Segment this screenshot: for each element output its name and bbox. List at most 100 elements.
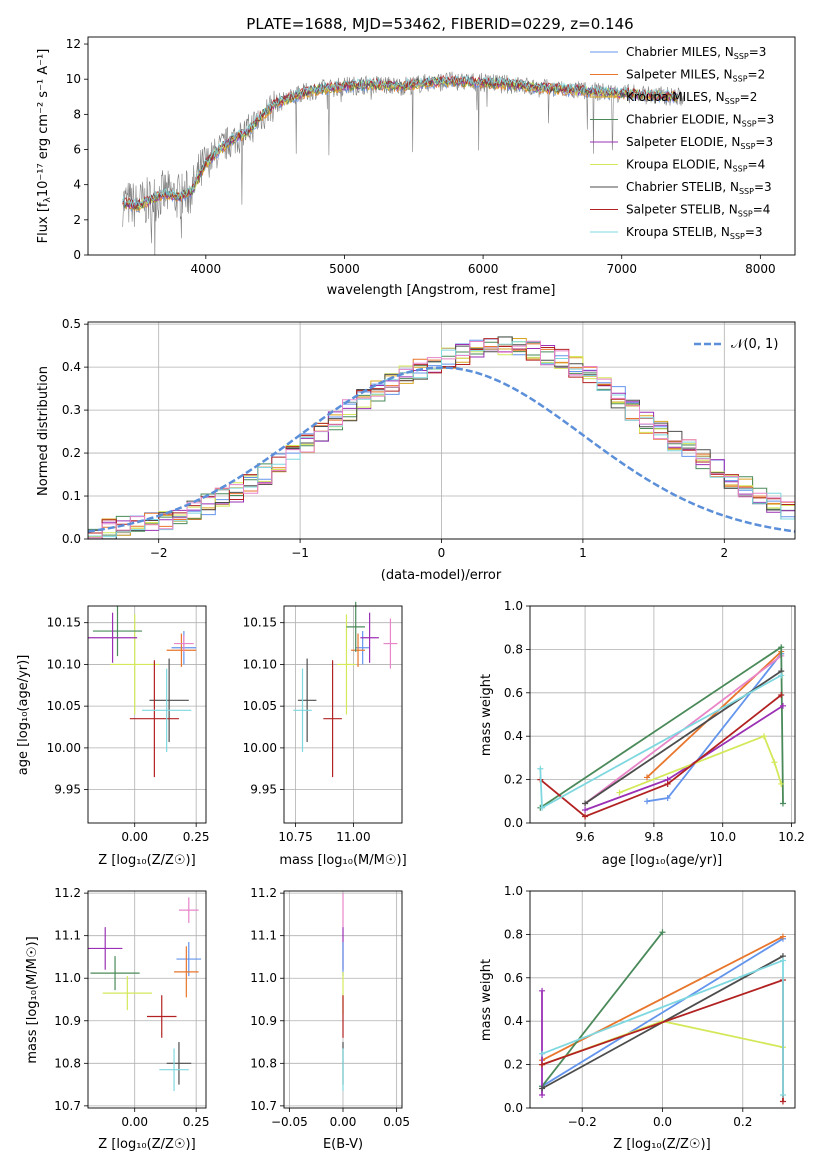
y-tick-label: 0.5 [62, 317, 81, 331]
y-tick-label: 0.2 [504, 1058, 523, 1072]
residuals-panel: −2 −1 0 1 2 0.0 0.1 0.2 0.3 0.4 0.5 (data-model)/e… [36, 317, 796, 583]
age-vs-mass-panel: 10.75 11.00 9.95 10.00 10.05 10.10 10.15 mass … [243, 601, 407, 868]
y-tick-label: 10.05 [243, 699, 277, 713]
mass-vs-ebv-panel: −0.05 0.00 0.05 10.7 10.8 10.9 11.0 11.1 11.2 E(… [250, 886, 410, 1152]
x-tick-label: 0.00 [330, 1115, 357, 1129]
age-vs-Z-ylabel: age [log₁₀(age/yr)] [16, 655, 31, 776]
mass-weight-marker-kroupa_stelib [779, 957, 786, 964]
y-tick-label: 11.0 [54, 971, 81, 985]
mass-vs-Z-panel: 0.00 0.25 10.7 10.8 10.9 11.0 11.1 11.2 Z [log₁… [25, 886, 210, 1152]
y-tick-label: 11.2 [54, 886, 81, 900]
normal-distribution-curve [87, 366, 796, 533]
legend-label-salpeter_stelib: Salpeter STELIB, NSSP=4 [626, 203, 770, 219]
y-tick-label: 9.95 [54, 783, 81, 797]
mass-weight-line-chabrier_elodie [539, 645, 784, 809]
mass-weight-marker-salpeter_elodie [539, 987, 546, 994]
residuals-legend: 𝒩(0, 1) [694, 337, 778, 352]
y-tick-label: 0.8 [504, 642, 523, 656]
model-spectrum-kroupa_stelib [122, 75, 678, 208]
x-tick-label: 7000 [606, 262, 637, 276]
mass-weight-marker-kroupa_stelib [779, 1091, 786, 1098]
mass-weight-line-kroupa_stelib [539, 674, 782, 810]
y-tick-label: 0.6 [504, 686, 523, 700]
mass-weight-marker-salpeter_stelib [582, 813, 589, 820]
legend-label-kroupa_miles: Kroupa MILES, NSSP=2 [626, 90, 757, 106]
y-tick-label: 0.0 [62, 532, 81, 546]
y-tick-label: 1.0 [504, 884, 523, 898]
x-tick-label: 0.25 [183, 830, 210, 844]
mass-weight-marker-salpeter_stelib [664, 780, 671, 787]
y-tick-label: 0.2 [62, 446, 81, 460]
x-tick-label: 0.05 [383, 1115, 410, 1129]
mass-weight-marker-kroupa_stelib [537, 765, 544, 772]
mass-weight-marker-chabrier_stelib [582, 800, 589, 807]
x-tick-label: 10.75 [278, 830, 312, 844]
x-tick-label: 9.6 [576, 830, 595, 844]
x-tick-label: −0.2 [568, 1115, 597, 1129]
legend-label-kroupa_elodie: Kroupa ELODIE, NSSP=4 [626, 158, 765, 174]
x-tick-label: −2 [150, 546, 168, 560]
y-tick-label: 0.0 [504, 816, 523, 830]
y-tick-label: 10.00 [47, 741, 81, 755]
mass-weight-marker-salpeter_elodie [779, 702, 786, 709]
mass-weight-line-chabrier_elodie [541, 931, 664, 1087]
mass-weight-marker-salpeter_elodie [582, 806, 589, 813]
mass-weight-marker-kroupa_elodie [761, 733, 768, 740]
residuals-ylabel: Normed distribution [36, 366, 51, 496]
mass-weight-marker-salpeter_stelib [539, 1061, 546, 1068]
spectrum-ylabel-sub: λ [43, 197, 53, 203]
mass-weight-marker-salpeter_elodie [539, 1091, 546, 1098]
legend-label-kroupa_stelib: Kroupa STELIB, NSSP=3 [626, 225, 763, 241]
normal-legend-label: 𝒩(0, 1) [731, 337, 778, 352]
y-tick-label: 2 [73, 213, 81, 227]
y-tick-label: 0.2 [504, 773, 523, 787]
age-vs-Z-panel: 0.00 0.25 9.95 10.00 10.05 10.10 10.15 Z [log₁… [16, 605, 210, 868]
x-tick-label: 10.2 [778, 830, 805, 844]
spectrum-ylabel: Flux [fλ10⁻¹⁷ erg cm⁻² s⁻¹ A⁻¹] [36, 49, 53, 244]
mass-weight-line-chabrier_miles [541, 937, 784, 1088]
y-tick-label: 10.00 [243, 741, 277, 755]
spectrum-panel: 4000 5000 6000 7000 8000 0 2 4 6 8 10 12 wavelength… [36, 36, 796, 298]
x-tick-label: 0.2 [733, 1115, 752, 1129]
x-tick-label: 2 [720, 546, 728, 560]
spectrum-ylabel-main: Flux [f [36, 202, 51, 243]
mass-weight-marker-kroupa_stelib [539, 1050, 546, 1057]
mass-weight-marker-kroupa_elodie [771, 759, 778, 766]
mass-weight-vs-Z-xlabel: Z [log₁₀(Z/Z☉)] [613, 1137, 710, 1152]
spectrum-ylabel-rest: 10⁻¹⁷ erg cm⁻² s⁻¹ A⁻¹] [36, 49, 51, 198]
y-tick-label: 10 [66, 72, 81, 86]
y-tick-label: 10.7 [54, 1099, 81, 1113]
y-tick-label: 9.95 [250, 783, 277, 797]
y-tick-label: 0.4 [504, 729, 523, 743]
y-tick-label: 11.0 [250, 971, 277, 985]
y-tick-label: 0.3 [62, 403, 81, 417]
figure-title: PLATE=1688, MJD=53462, FIBERID=0229, z=0… [246, 15, 633, 33]
x-tick-label: 0.00 [121, 1115, 148, 1129]
y-tick-label: 0.8 [504, 927, 523, 941]
mass-vs-Z-ylabel: mass [log₁₀(M/M☉)] [25, 936, 40, 1063]
histogram-extra_pink [88, 340, 795, 539]
mass-weight-vs-age-panel: 9.6 9.8 10.0 10.2 0.0 0.2 0.4 0.6 0.8 1.0 age [lo… [479, 599, 805, 868]
y-tick-label: 11.1 [250, 929, 277, 943]
y-tick-label: 11.2 [250, 886, 277, 900]
y-tick-label: 0.1 [62, 489, 81, 503]
y-tick-label: 0 [73, 248, 81, 262]
spectrum-xlabel: wavelength [Angstrom, rest frame] [327, 283, 556, 298]
x-tick-label: 0 [438, 546, 446, 560]
x-tick-label: 1 [579, 546, 587, 560]
y-tick-label: 1.0 [504, 599, 523, 613]
x-tick-label: 5000 [329, 262, 360, 276]
mass-vs-ebv-xlabel: E(B-V) [323, 1137, 363, 1152]
x-tick-label: 9.8 [644, 830, 663, 844]
x-tick-label: 0.00 [121, 830, 148, 844]
y-tick-label: 11.1 [54, 929, 81, 943]
x-tick-label: 10.0 [709, 830, 736, 844]
y-tick-label: 8 [73, 107, 81, 121]
mass-weight-vs-age-xlabel: age [log₁₀(age/yr)] [602, 853, 723, 868]
y-tick-label: 4 [73, 178, 81, 192]
legend-label-chabrier_elodie: Chabrier ELODIE, NSSP=3 [626, 113, 774, 129]
mass-weight-marker-salpeter_miles [644, 774, 651, 781]
x-tick-label: −1 [291, 546, 309, 560]
histogram-salpeter_stelib [88, 338, 795, 534]
